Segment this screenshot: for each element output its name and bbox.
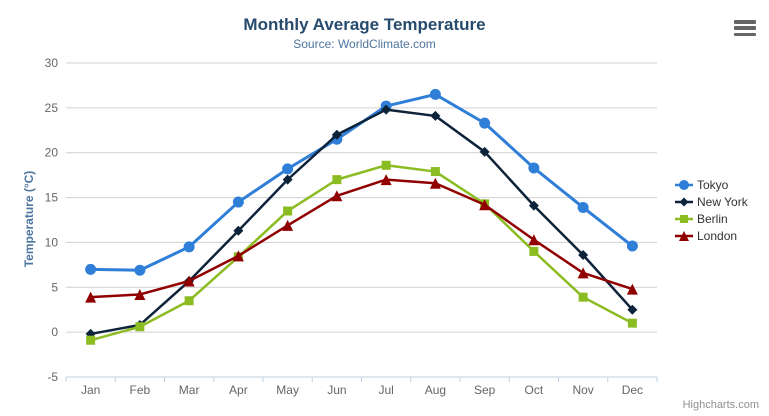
x-axis-label: Jun [327,383,346,397]
london-point-marker[interactable] [528,234,540,246]
legend-item-london[interactable]: London [675,227,748,244]
london-series-line[interactable] [89,178,634,299]
berlin-point-marker[interactable] [381,160,391,170]
tokyo-point-marker[interactable] [282,163,294,175]
y-axis-label: 0 [51,325,58,339]
berlin-legend-marker-icon [675,214,693,223]
new-york-point-marker[interactable] [282,174,293,185]
x-axis-label: Apr [229,383,248,397]
export-menu-button[interactable] [734,20,758,36]
legend-marker[interactable] [679,230,689,241]
legend-marker[interactable] [680,214,688,223]
tokyo-point-marker[interactable] [626,240,638,252]
x-axis-label: May [276,383,299,397]
tokyo-legend-marker-icon [675,179,693,190]
legend-label: Tokyo [697,177,729,192]
x-axis-label: Jul [378,383,393,397]
tokyo-series [85,88,638,276]
x-axis-label: Aug [425,383,446,397]
london-point-marker[interactable] [429,177,441,189]
y-axis-label: 20 [45,146,59,160]
berlin-point-marker[interactable] [86,335,96,345]
tokyo-point-marker[interactable] [134,264,146,276]
y-axis-label: -5 [47,370,58,384]
london-point-marker[interactable] [380,174,392,186]
berlin-point-marker[interactable] [135,322,145,332]
x-axis-label: Feb [130,383,151,397]
tokyo-series-line[interactable] [89,92,634,272]
new-york-point-marker[interactable] [331,129,342,140]
tokyo-point-marker[interactable] [183,241,195,253]
berlin-point-marker[interactable] [283,206,293,216]
london-point-marker[interactable] [282,219,294,231]
y-axis-label: 5 [51,280,58,294]
legend-item-new-york[interactable]: New York [675,193,748,210]
legend: Tokyo New York Berlin London [675,176,748,244]
london-point-marker[interactable] [626,283,638,295]
new-york-legend-marker-icon [675,197,693,206]
tokyo-point-marker[interactable] [528,162,540,174]
legend-item-berlin[interactable]: Berlin [675,210,748,227]
x-axis-label: Oct [525,383,544,397]
tokyo-point-marker[interactable] [479,117,491,129]
london-point-marker[interactable] [232,250,244,262]
chart-subtitle: Source: WorldClimate.com [293,37,436,51]
new-york-point-marker[interactable] [381,104,392,115]
y-axis-label: 25 [45,101,59,115]
x-axis-label: Dec [622,383,643,397]
new-york-point-marker[interactable] [233,225,244,236]
y-axis-label: 30 [45,56,59,70]
legend-label: London [697,228,738,243]
new-york-point-marker[interactable] [627,304,638,315]
tokyo-point-marker[interactable] [232,196,244,208]
tokyo-point-marker[interactable] [577,201,589,213]
london-point-marker[interactable] [85,291,97,303]
berlin-point-marker[interactable] [627,318,637,328]
legend-label: Berlin [697,211,728,226]
credits-link[interactable]: Highcharts.com [682,399,759,411]
new-york-point-marker[interactable] [578,249,589,260]
london-legend-marker-icon [675,230,693,241]
new-york-series [85,104,638,339]
berlin-point-marker[interactable] [529,246,539,256]
berlin-point-marker[interactable] [578,292,588,302]
new-york-series-line[interactable] [89,108,634,336]
berlin-point-marker[interactable] [430,167,440,177]
berlin-series [86,160,637,345]
x-axis-label: Nov [572,383,593,397]
new-york-point-marker[interactable] [479,146,490,157]
x-axis-label: Jan [81,383,100,397]
london-point-marker[interactable] [479,199,491,211]
legend-item-tokyo[interactable]: Tokyo [675,176,748,193]
x-axis-label: Sep [474,383,496,397]
x-axis-label: Mar [179,383,200,397]
new-york-point-marker[interactable] [430,110,441,121]
tokyo-point-marker[interactable] [85,263,97,275]
hamburger-icon [734,26,756,30]
chart-title: Monthly Average Temperature [243,15,486,34]
london-series [85,174,638,303]
y-axis-label: 10 [45,235,59,249]
y-axis-label: 15 [45,191,59,205]
hamburger-icon [734,32,756,36]
london-point-marker[interactable] [331,190,343,202]
new-york-point-marker[interactable] [528,200,539,211]
berlin-point-marker[interactable] [332,175,342,185]
london-point-marker[interactable] [134,288,146,300]
berlin-point-marker[interactable] [184,296,194,306]
legend-marker[interactable] [679,179,689,190]
tokyo-point-marker[interactable] [429,88,441,100]
hamburger-icon [734,20,756,24]
london-point-marker[interactable] [577,267,589,279]
legend-marker[interactable] [679,197,689,206]
berlin-series-line[interactable] [89,164,634,342]
london-point-marker[interactable] [183,275,195,287]
legend-label: New York [697,194,748,209]
